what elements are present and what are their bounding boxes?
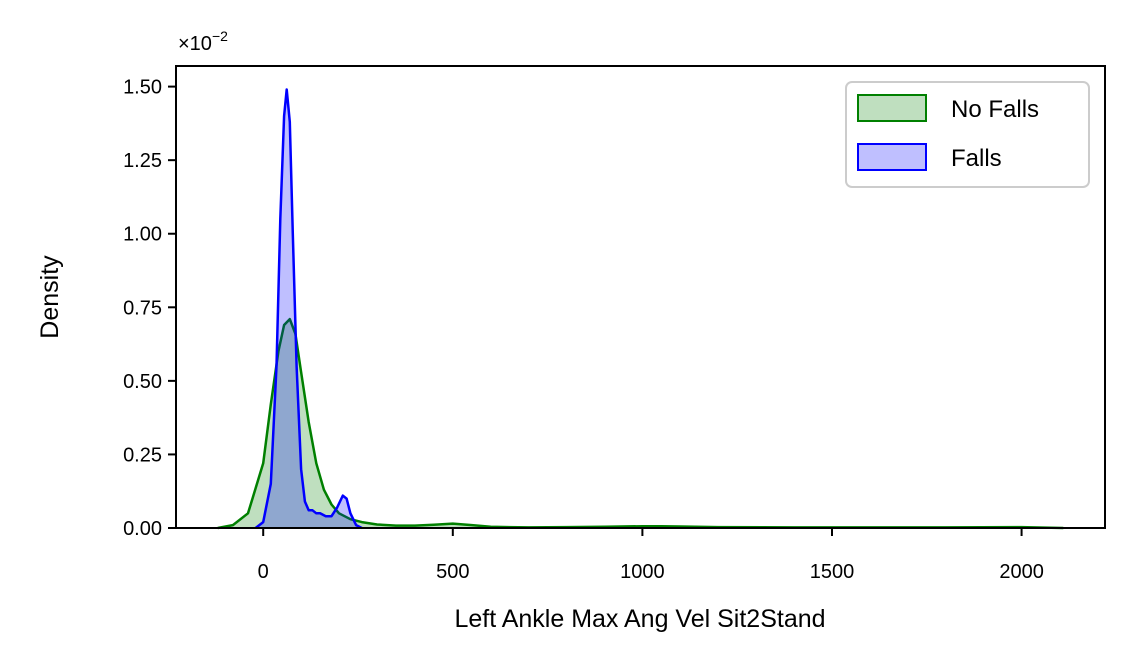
- x-tick-label: 2000: [999, 561, 1044, 583]
- x-axis-label: Left Ankle Max Ang Vel Sit2Stand: [454, 605, 825, 633]
- legend-label-falls: Falls: [951, 145, 1002, 172]
- y-axis-label: Density: [36, 255, 64, 339]
- legend-frame: [845, 81, 1090, 188]
- x-axis: 0 500 1000 1500 2000: [258, 528, 1044, 583]
- y-tick-label: 0.75: [123, 297, 162, 319]
- y-tick-label: 0.50: [123, 371, 162, 393]
- y-tick-label: 0.25: [123, 444, 162, 466]
- legend-swatch-falls: [857, 143, 927, 171]
- y-tick-label: 1.50: [123, 77, 162, 99]
- y-tick-label: 1.25: [123, 150, 162, 172]
- no-falls-line: [217, 317, 1064, 530]
- y-tick-label: 0.00: [123, 518, 162, 540]
- legend-label-no-falls: No Falls: [951, 96, 1039, 123]
- legend-swatch-no-falls: [857, 94, 927, 122]
- y-offset-text: ×10−2: [178, 28, 228, 55]
- y-tick-label: 1.00: [123, 224, 162, 246]
- y-axis: 0.00 0.25 0.50 0.75 1.00 1.25 1.50: [123, 77, 176, 540]
- falls-line: [254, 88, 363, 530]
- plot-frame: [175, 65, 1106, 529]
- no-falls-area: [217, 319, 1064, 528]
- y-offset-exponent: −2: [212, 28, 228, 44]
- legend: No Falls Falls: [845, 81, 1090, 188]
- x-tick-label: 0: [258, 561, 269, 583]
- plot-area: [217, 88, 1064, 530]
- x-tick-label: 1000: [620, 561, 665, 583]
- x-tick-label: 1500: [810, 561, 855, 583]
- x-tick-label: 500: [436, 561, 469, 583]
